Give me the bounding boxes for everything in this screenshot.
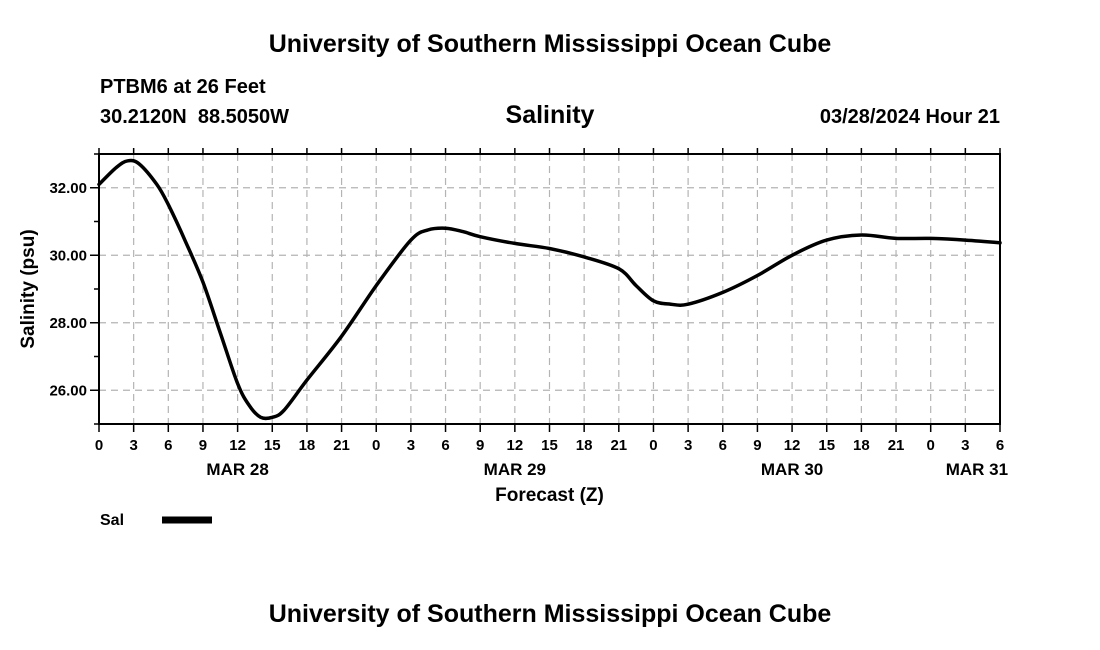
plot-frame [98,153,1001,425]
legend-label: Sal [100,512,124,529]
chart-title: Salinity [505,101,595,129]
x-tick-label: 12 [784,437,801,454]
y-tick-label: 26.00 [49,382,87,399]
page-title: University of Southern Mississippi Ocean… [268,30,832,58]
x-tick-label: 3 [961,437,969,454]
legend: Sal [100,512,212,529]
x-tick-label: 9 [199,437,207,454]
x-tick-label: 6 [996,437,1004,454]
x-tick-label: 0 [927,437,935,454]
x-tick-label: 18 [299,437,316,454]
x-tick-label: 3 [684,437,692,454]
x-tick-label: 9 [753,437,761,454]
y-tick-label: 32.00 [49,180,87,197]
date-label: MAR 31 [946,460,1008,479]
x-tick-label: 18 [853,437,870,454]
footer-title: University of Southern Mississippi Ocean… [268,600,832,628]
axis-labels: 0 3 6 9 12 15 18 21 0 3 6 9 12 15 18 21 0 3 6 9 12 15 18 21 0 3 6 2… [18,180,1008,506]
x-tick-label: 12 [229,437,246,454]
forecast-timestamp: 03/28/2024 Hour 21 [819,106,1000,128]
x-tick-label: 18 [576,437,593,454]
x-tick-label: 15 [541,437,558,454]
date-label: MAR 29 [484,460,546,479]
x-tick-label: 3 [129,437,137,454]
x-tick-label: 0 [95,437,103,454]
x-tick-label: 21 [333,437,350,454]
x-tick-label: 6 [164,437,172,454]
grid-lines [99,154,1000,424]
x-tick-label: 6 [719,437,727,454]
x-tick-label: 21 [610,437,627,454]
x-tick-label: 0 [372,437,380,454]
axis-ticks [90,148,1001,432]
x-tick-label: 6 [441,437,449,454]
x-tick-label: 12 [507,437,524,454]
y-axis-title: Salinity (psu) [18,229,39,348]
station-coordinates: 30.2120N 88.5050W [100,106,290,128]
x-tick-label: 9 [476,437,484,454]
x-tick-label: 21 [888,437,905,454]
y-tick-label: 28.00 [49,315,87,332]
y-tick-label: 30.00 [49,247,87,264]
x-tick-label: 3 [407,437,415,454]
x-tick-label: 15 [818,437,835,454]
station-name: PTBM6 at 26 Feet [100,76,266,98]
x-axis-title: Forecast (Z) [495,485,604,506]
series-line-sal [97,158,1002,421]
date-label: MAR 28 [206,460,268,479]
x-tick-label: 15 [264,437,281,454]
date-label: MAR 30 [761,460,823,479]
x-tick-label: 0 [649,437,657,454]
